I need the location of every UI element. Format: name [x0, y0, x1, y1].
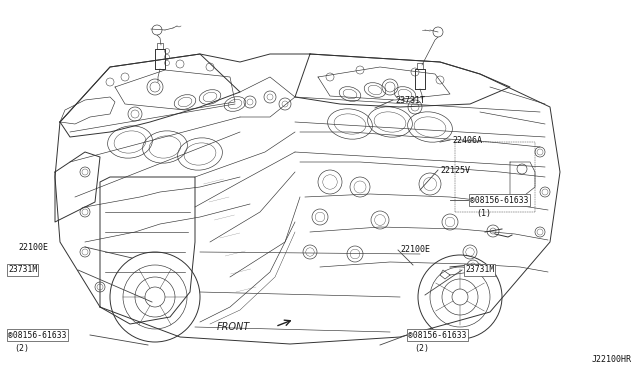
Text: 22406A: 22406A: [452, 135, 482, 144]
Text: 22100E: 22100E: [400, 246, 430, 254]
Text: ®08156-61633: ®08156-61633: [470, 196, 529, 205]
Text: (2): (2): [14, 343, 29, 353]
Text: (1): (1): [476, 208, 491, 218]
Text: ®08156-61633: ®08156-61633: [8, 330, 67, 340]
Text: 23731M: 23731M: [8, 266, 37, 275]
Text: (2): (2): [414, 343, 429, 353]
Text: 23731M: 23731M: [465, 266, 494, 275]
Text: 22125V: 22125V: [440, 166, 470, 174]
Text: J22100HR: J22100HR: [592, 355, 632, 364]
Text: FRONT: FRONT: [216, 322, 250, 331]
Text: 23731T: 23731T: [395, 96, 425, 105]
Text: 22100E: 22100E: [18, 243, 48, 251]
Text: ®08156-61633: ®08156-61633: [408, 330, 467, 340]
